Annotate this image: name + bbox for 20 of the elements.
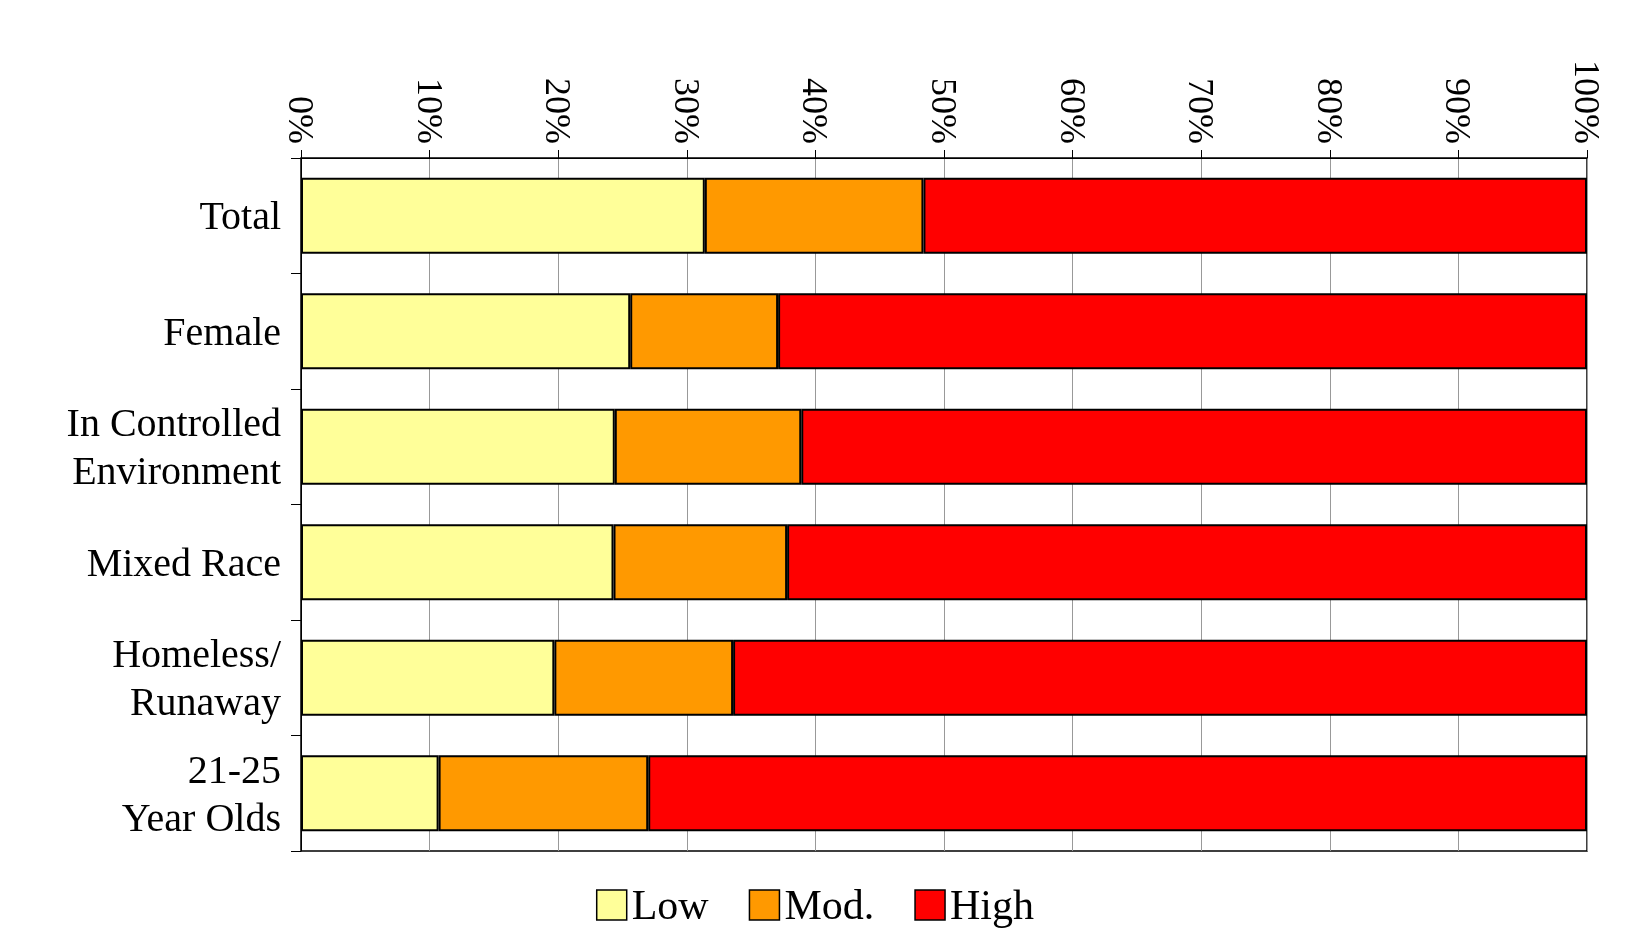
x-tick-label: 50% — [924, 78, 964, 144]
x-tick-label: 70% — [1181, 78, 1222, 144]
y-tick-label: 21-25 Year Olds — [121, 746, 281, 840]
x-tick-label: 10% — [409, 78, 450, 144]
y-tick-label: In Controlled Environment — [66, 400, 281, 494]
legend-label: Low — [631, 882, 710, 928]
y-tick-label: Homeless/ Runaway — [112, 631, 282, 725]
x-tick-label: 90% — [1438, 78, 1479, 144]
legend-label: High — [950, 882, 1035, 928]
y-tick-label: Female — [163, 308, 281, 354]
y-tick-label: Total — [199, 193, 281, 239]
x-tick-label: 100% — [1567, 60, 1607, 144]
y-tick-label: Mixed Race — [86, 539, 281, 585]
x-tick-label: 60% — [1052, 78, 1093, 144]
x-tick-label: 30% — [666, 78, 707, 144]
x-tick-label: 0% — [281, 96, 321, 144]
x-tick-label: 80% — [1309, 78, 1350, 144]
legend-label: Mod. — [784, 882, 875, 928]
x-tick-label: 40% — [795, 78, 836, 144]
x-tick-label: 20% — [538, 78, 579, 144]
